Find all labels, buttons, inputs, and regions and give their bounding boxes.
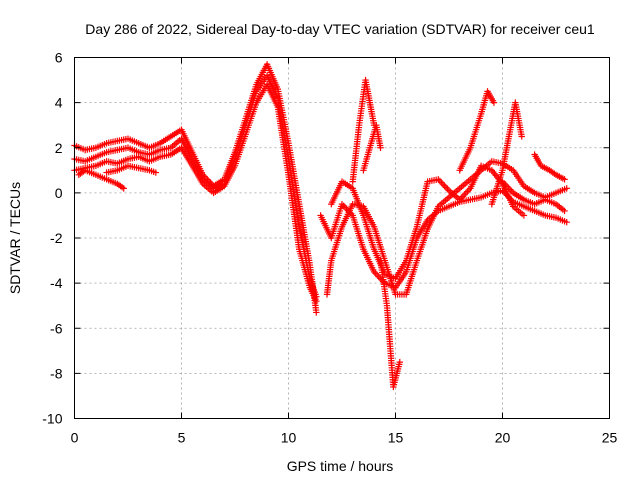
chart-title: Day 286 of 2022, Sidereal Day-to-day VTE… (85, 21, 595, 37)
data-point (563, 219, 570, 226)
plus-marker (444, 185, 451, 193)
data-point (377, 144, 384, 151)
data-point (561, 207, 568, 215)
y-tick-label: -8 (50, 365, 63, 381)
x-tick-label: 5 (178, 430, 186, 446)
data-point (563, 185, 570, 192)
series-trace-10 (360, 121, 384, 174)
plus-marker (461, 191, 468, 199)
x-tick-label: 15 (388, 430, 404, 446)
data-point (518, 133, 525, 140)
y-tick-label: 0 (55, 185, 63, 201)
series-trace-3 (71, 81, 320, 305)
series-trace-2 (71, 72, 320, 300)
x-tick-label: 0 (71, 430, 79, 446)
data-point (561, 176, 568, 183)
series-trace-11 (377, 257, 403, 391)
series-trace-12 (456, 88, 498, 174)
x-axis-label: GPS time / hours (287, 458, 394, 474)
y-axis-label: SDTVAR / TECUs (7, 182, 23, 294)
data-point (313, 297, 320, 305)
y-tick-label: -4 (50, 275, 63, 291)
y-tick-label: 2 (55, 140, 63, 156)
y-tick-label: 4 (55, 95, 63, 111)
data-point (120, 185, 127, 192)
y-tick-label: -10 (42, 411, 62, 427)
plus-marker (439, 180, 447, 188)
data-marks (71, 61, 570, 391)
y-tick-label: -2 (50, 230, 63, 246)
x-tick-label: 25 (602, 430, 618, 446)
plus-marker (442, 184, 450, 191)
axis-ticks: 0 5 10 15 20 25 -10 -8 -6 -4 -2 0 2 4 6 (42, 50, 617, 446)
series-trace-15 (499, 178, 568, 215)
y-tick-label: 6 (55, 50, 63, 66)
plus-marker (341, 204, 349, 211)
series-trace-9 (349, 76, 378, 185)
x-tick-label: 10 (281, 430, 297, 446)
data-point (520, 212, 528, 219)
series-trace-5 (103, 162, 160, 176)
series-trace-1 (71, 61, 320, 316)
data-point (313, 309, 320, 316)
plus-marker (464, 188, 471, 195)
series-trace-13 (488, 99, 525, 208)
plus-marker (436, 177, 444, 185)
x-tick-label: 20 (495, 430, 511, 446)
series-trace-4 (75, 167, 127, 192)
data-point (490, 99, 498, 106)
plus-marker (441, 182, 448, 189)
series-trace-14 (531, 151, 568, 183)
grid-lines (74, 57, 610, 419)
data-point (152, 169, 160, 176)
plus-marker (462, 189, 470, 197)
data-point (396, 358, 403, 366)
series-trace-7 (323, 158, 570, 298)
y-tick-label: -6 (50, 320, 63, 336)
